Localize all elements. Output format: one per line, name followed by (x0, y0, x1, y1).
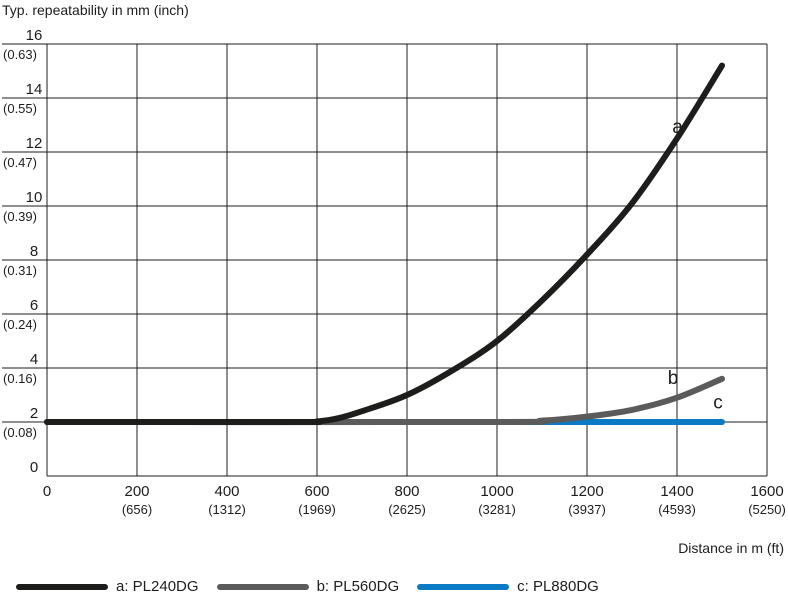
x-tick-label: 1000 (480, 483, 513, 500)
y-tick-label: 8 (30, 243, 38, 260)
y-axis-title: Typ. repeatability in mm (inch) (2, 2, 189, 18)
legend-swatch (417, 583, 510, 590)
y-axis-ticks: 0 2 (0.08) 4 (0.16) 6 (0.24) 8 (0.31) 10 (0.39) 12 (… (3, 27, 42, 476)
y-tick-sublabel: (0.31) (3, 263, 37, 278)
y-tick-sublabel: (0.16) (3, 371, 37, 386)
series-lines (44, 62, 725, 426)
x-tick-sublabel: (656) (122, 502, 152, 517)
x-tick-label: 800 (394, 483, 419, 500)
legend-label: b: PL560DG (316, 578, 400, 595)
x-tick-label: 600 (304, 483, 329, 500)
x-tick-label: 200 (124, 483, 149, 500)
repeatability-chart: Typ. repeatability in mm (inch) 0 200 (656… (2, 2, 786, 556)
y-tick-label: 14 (26, 81, 43, 98)
x-tick-sublabel: (5250) (748, 502, 786, 517)
legend-item: b: PL560DG (216, 578, 400, 595)
legend-swatch (216, 583, 309, 590)
x-tick-sublabel: (2625) (388, 502, 426, 517)
y-tick-label: 4 (30, 351, 38, 368)
x-tick-label: 0 (43, 483, 51, 500)
legend-swatch (16, 583, 108, 590)
curve-label-c: c (713, 393, 723, 414)
y-tick-label: 2 (30, 405, 38, 422)
legend-label: a: PL240DG (116, 578, 199, 595)
x-tick-label: 400 (214, 483, 239, 500)
x-tick-sublabel: (4593) (658, 502, 696, 517)
x-tick-sublabel: (3937) (568, 502, 606, 517)
x-tick-sublabel: (1312) (208, 502, 246, 517)
legend-label: c: PL880DG (517, 578, 599, 595)
y-tick-label: 16 (26, 27, 43, 44)
x-axis-ticks: 0 200 (656) 400 (1312) 600 (1969) 800 (2625) 1000… (43, 483, 786, 517)
x-tick-sublabel: (3281) (478, 502, 516, 517)
y-tick-sublabel: (0.24) (3, 317, 37, 332)
legend: a: PL240DG b: PL560DG c: PL880DG (16, 578, 617, 595)
x-axis-title: Distance in m (ft) (678, 540, 784, 556)
x-tick-label: 1600 (750, 483, 783, 500)
y-tick-label: 10 (26, 189, 43, 206)
curve-labels: a b c (668, 117, 723, 413)
curve-label-a: a (672, 117, 683, 138)
series-line-a (44, 62, 725, 426)
x-tick-label: 1400 (660, 483, 693, 500)
y-tick-label: 0 (30, 459, 38, 476)
y-tick-sublabel: (0.08) (3, 425, 37, 440)
series-line-b (44, 375, 725, 426)
grid (2, 43, 768, 477)
y-tick-label: 12 (26, 135, 43, 152)
x-tick-label: 1200 (570, 483, 603, 500)
y-tick-sublabel: (0.63) (3, 47, 37, 62)
y-tick-sublabel: (0.47) (3, 155, 37, 170)
curve-label-b: b (668, 368, 679, 389)
y-tick-sublabel: (0.39) (3, 209, 37, 224)
x-tick-sublabel: (1969) (298, 502, 336, 517)
legend-item: c: PL880DG (417, 578, 599, 595)
y-tick-sublabel: (0.55) (3, 101, 37, 116)
y-tick-label: 6 (30, 297, 38, 314)
legend-item: a: PL240DG (16, 578, 199, 595)
